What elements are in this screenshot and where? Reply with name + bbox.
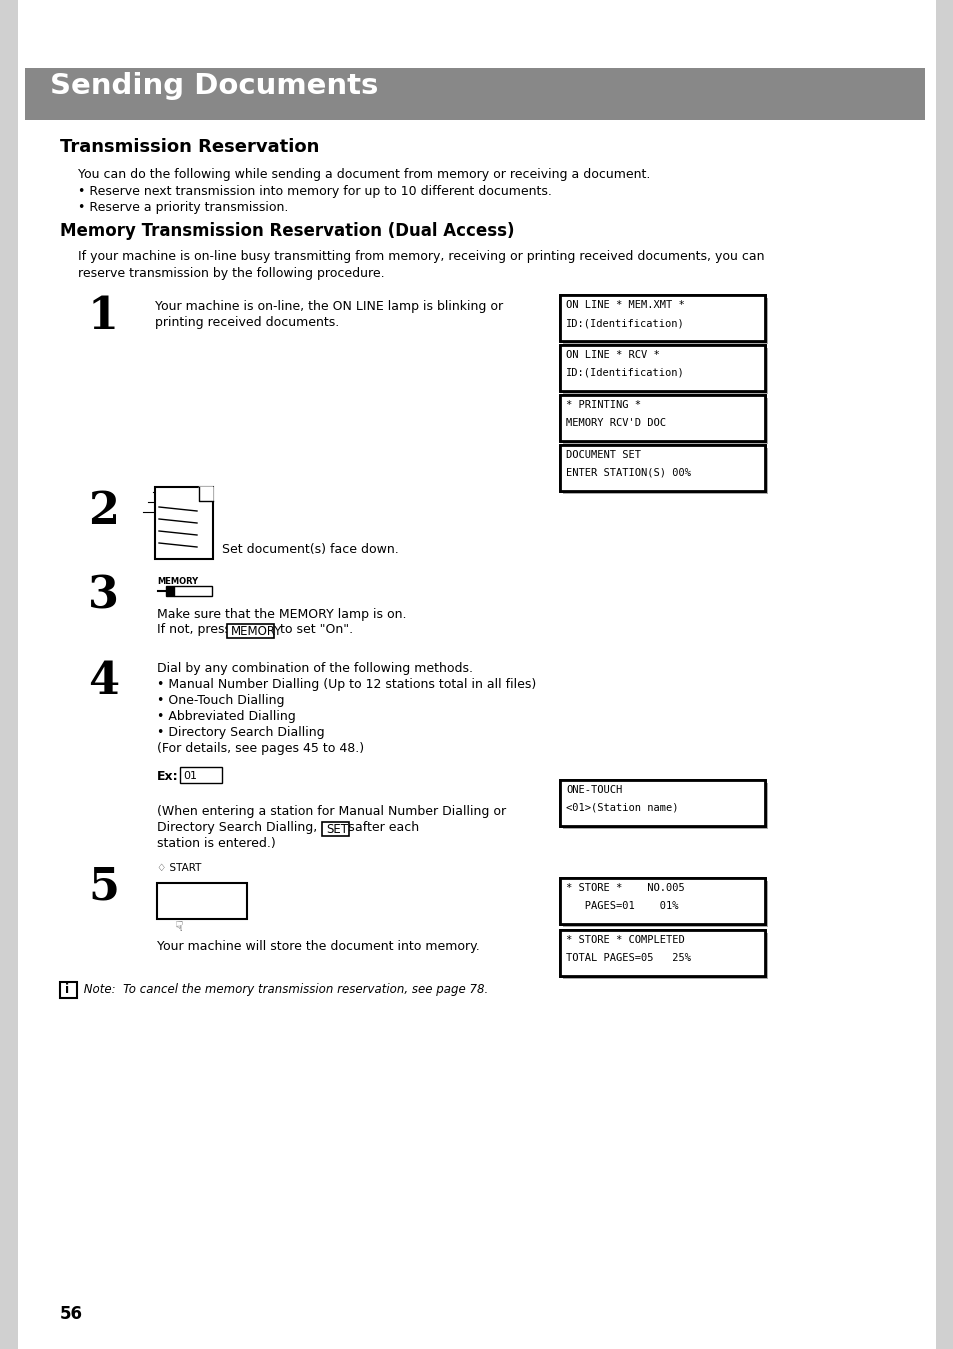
Bar xyxy=(322,822,349,836)
Text: • Abbreviated Dialling: • Abbreviated Dialling xyxy=(157,710,295,723)
Bar xyxy=(559,395,764,441)
Polygon shape xyxy=(199,487,213,500)
Text: ♢ START: ♢ START xyxy=(157,863,201,873)
Bar xyxy=(562,782,767,830)
Text: MEMORY: MEMORY xyxy=(231,625,282,638)
Text: Your machine is on-line, the ON LINE lamp is blinking or: Your machine is on-line, the ON LINE lam… xyxy=(154,299,502,313)
Text: 56: 56 xyxy=(60,1304,83,1323)
Text: If your machine is on-line busy transmitting from memory, receiving or printing : If your machine is on-line busy transmit… xyxy=(78,250,763,263)
Bar xyxy=(559,445,764,491)
Text: MEMORY: MEMORY xyxy=(157,577,198,585)
Text: MEMORY RCV'D DOC: MEMORY RCV'D DOC xyxy=(565,418,665,428)
Bar xyxy=(559,345,764,391)
Text: Ex:: Ex: xyxy=(157,770,178,782)
Text: Make sure that the MEMORY lamp is on.: Make sure that the MEMORY lamp is on. xyxy=(157,608,406,621)
Text: after each: after each xyxy=(351,822,419,834)
Text: ID:(Identification): ID:(Identification) xyxy=(565,368,684,378)
Bar xyxy=(559,295,764,341)
Text: ONE-TOUCH: ONE-TOUCH xyxy=(565,785,621,795)
Bar xyxy=(562,298,767,344)
Text: ON LINE * MEM.XMT *: ON LINE * MEM.XMT * xyxy=(565,299,684,310)
Text: (For details, see pages 45 to 48.): (For details, see pages 45 to 48.) xyxy=(157,742,364,755)
Bar xyxy=(559,295,764,341)
Text: Transmission Reservation: Transmission Reservation xyxy=(60,138,319,156)
Text: * STORE * COMPLETED: * STORE * COMPLETED xyxy=(565,935,684,946)
Bar xyxy=(157,884,247,919)
Text: * PRINTING *: * PRINTING * xyxy=(565,401,640,410)
Bar xyxy=(559,345,764,391)
Text: • One-Touch Dialling: • One-Touch Dialling xyxy=(157,693,284,707)
Text: station is entered.): station is entered.) xyxy=(157,836,275,850)
Bar xyxy=(562,398,767,444)
Bar xyxy=(180,768,222,782)
Text: (When entering a station for Manual Number Dialling or: (When entering a station for Manual Numb… xyxy=(157,805,506,817)
Text: You can do the following while sending a document from memory or receiving a doc: You can do the following while sending a… xyxy=(78,169,650,181)
Bar xyxy=(559,929,764,975)
Bar xyxy=(227,625,274,638)
Text: ID:(Identification): ID:(Identification) xyxy=(565,318,684,328)
Text: • Directory Search Dialling: • Directory Search Dialling xyxy=(157,726,324,739)
Bar xyxy=(559,780,764,826)
Text: 3: 3 xyxy=(88,575,119,618)
Text: reserve transmission by the following procedure.: reserve transmission by the following pr… xyxy=(78,267,384,281)
Bar xyxy=(166,585,173,596)
Text: printing received documents.: printing received documents. xyxy=(154,316,339,329)
Text: Memory Transmission Reservation (Dual Access): Memory Transmission Reservation (Dual Ac… xyxy=(60,223,514,240)
Text: * STORE *    NO.005: * STORE * NO.005 xyxy=(565,884,684,893)
Text: • Reserve a priority transmission.: • Reserve a priority transmission. xyxy=(78,201,288,214)
Bar xyxy=(60,982,77,998)
Bar xyxy=(562,934,767,979)
Text: Your machine will store the document into memory.: Your machine will store the document int… xyxy=(157,940,479,952)
Text: ENTER STATION(S) 00%: ENTER STATION(S) 00% xyxy=(565,468,690,478)
Text: Set document(s) face down.: Set document(s) face down. xyxy=(222,544,398,556)
Text: PAGES=01    01%: PAGES=01 01% xyxy=(565,901,678,911)
Text: 1: 1 xyxy=(88,295,119,339)
Bar xyxy=(559,445,764,491)
Text: Directory Search Dialling, press: Directory Search Dialling, press xyxy=(157,822,358,834)
Text: TOTAL PAGES=05   25%: TOTAL PAGES=05 25% xyxy=(565,952,690,963)
Bar xyxy=(154,487,213,558)
Bar xyxy=(559,780,764,826)
Text: 01: 01 xyxy=(183,772,196,781)
Text: Sending Documents: Sending Documents xyxy=(50,71,378,100)
Text: to set "On".: to set "On". xyxy=(275,623,353,635)
Text: 2: 2 xyxy=(88,490,119,533)
Bar xyxy=(562,881,767,927)
Text: • Manual Number Dialling (Up to 12 stations total in all files): • Manual Number Dialling (Up to 12 stati… xyxy=(157,679,536,691)
Bar xyxy=(559,395,764,441)
Bar xyxy=(559,878,764,924)
Bar xyxy=(559,878,764,924)
Bar xyxy=(562,448,767,494)
Text: If not, press: If not, press xyxy=(157,623,234,635)
Text: Note:  To cancel the memory transmission reservation, see page 78.: Note: To cancel the memory transmission … xyxy=(80,983,488,996)
Text: 4: 4 xyxy=(88,660,119,703)
Text: Dial by any combination of the following methods.: Dial by any combination of the following… xyxy=(157,662,473,674)
Text: SET: SET xyxy=(326,823,348,836)
Text: DOCUMENT SET: DOCUMENT SET xyxy=(565,451,640,460)
Text: 5: 5 xyxy=(88,865,119,908)
Text: i: i xyxy=(65,983,69,996)
Text: ON LINE * RCV *: ON LINE * RCV * xyxy=(565,349,659,360)
Text: ☟: ☟ xyxy=(174,920,183,934)
Text: • Reserve next transmission into memory for up to 10 different documents.: • Reserve next transmission into memory … xyxy=(78,185,551,198)
Bar xyxy=(559,929,764,975)
Bar xyxy=(173,585,212,596)
Bar xyxy=(25,67,924,120)
Text: <01>(Station name): <01>(Station name) xyxy=(565,803,678,813)
Bar xyxy=(562,348,767,394)
